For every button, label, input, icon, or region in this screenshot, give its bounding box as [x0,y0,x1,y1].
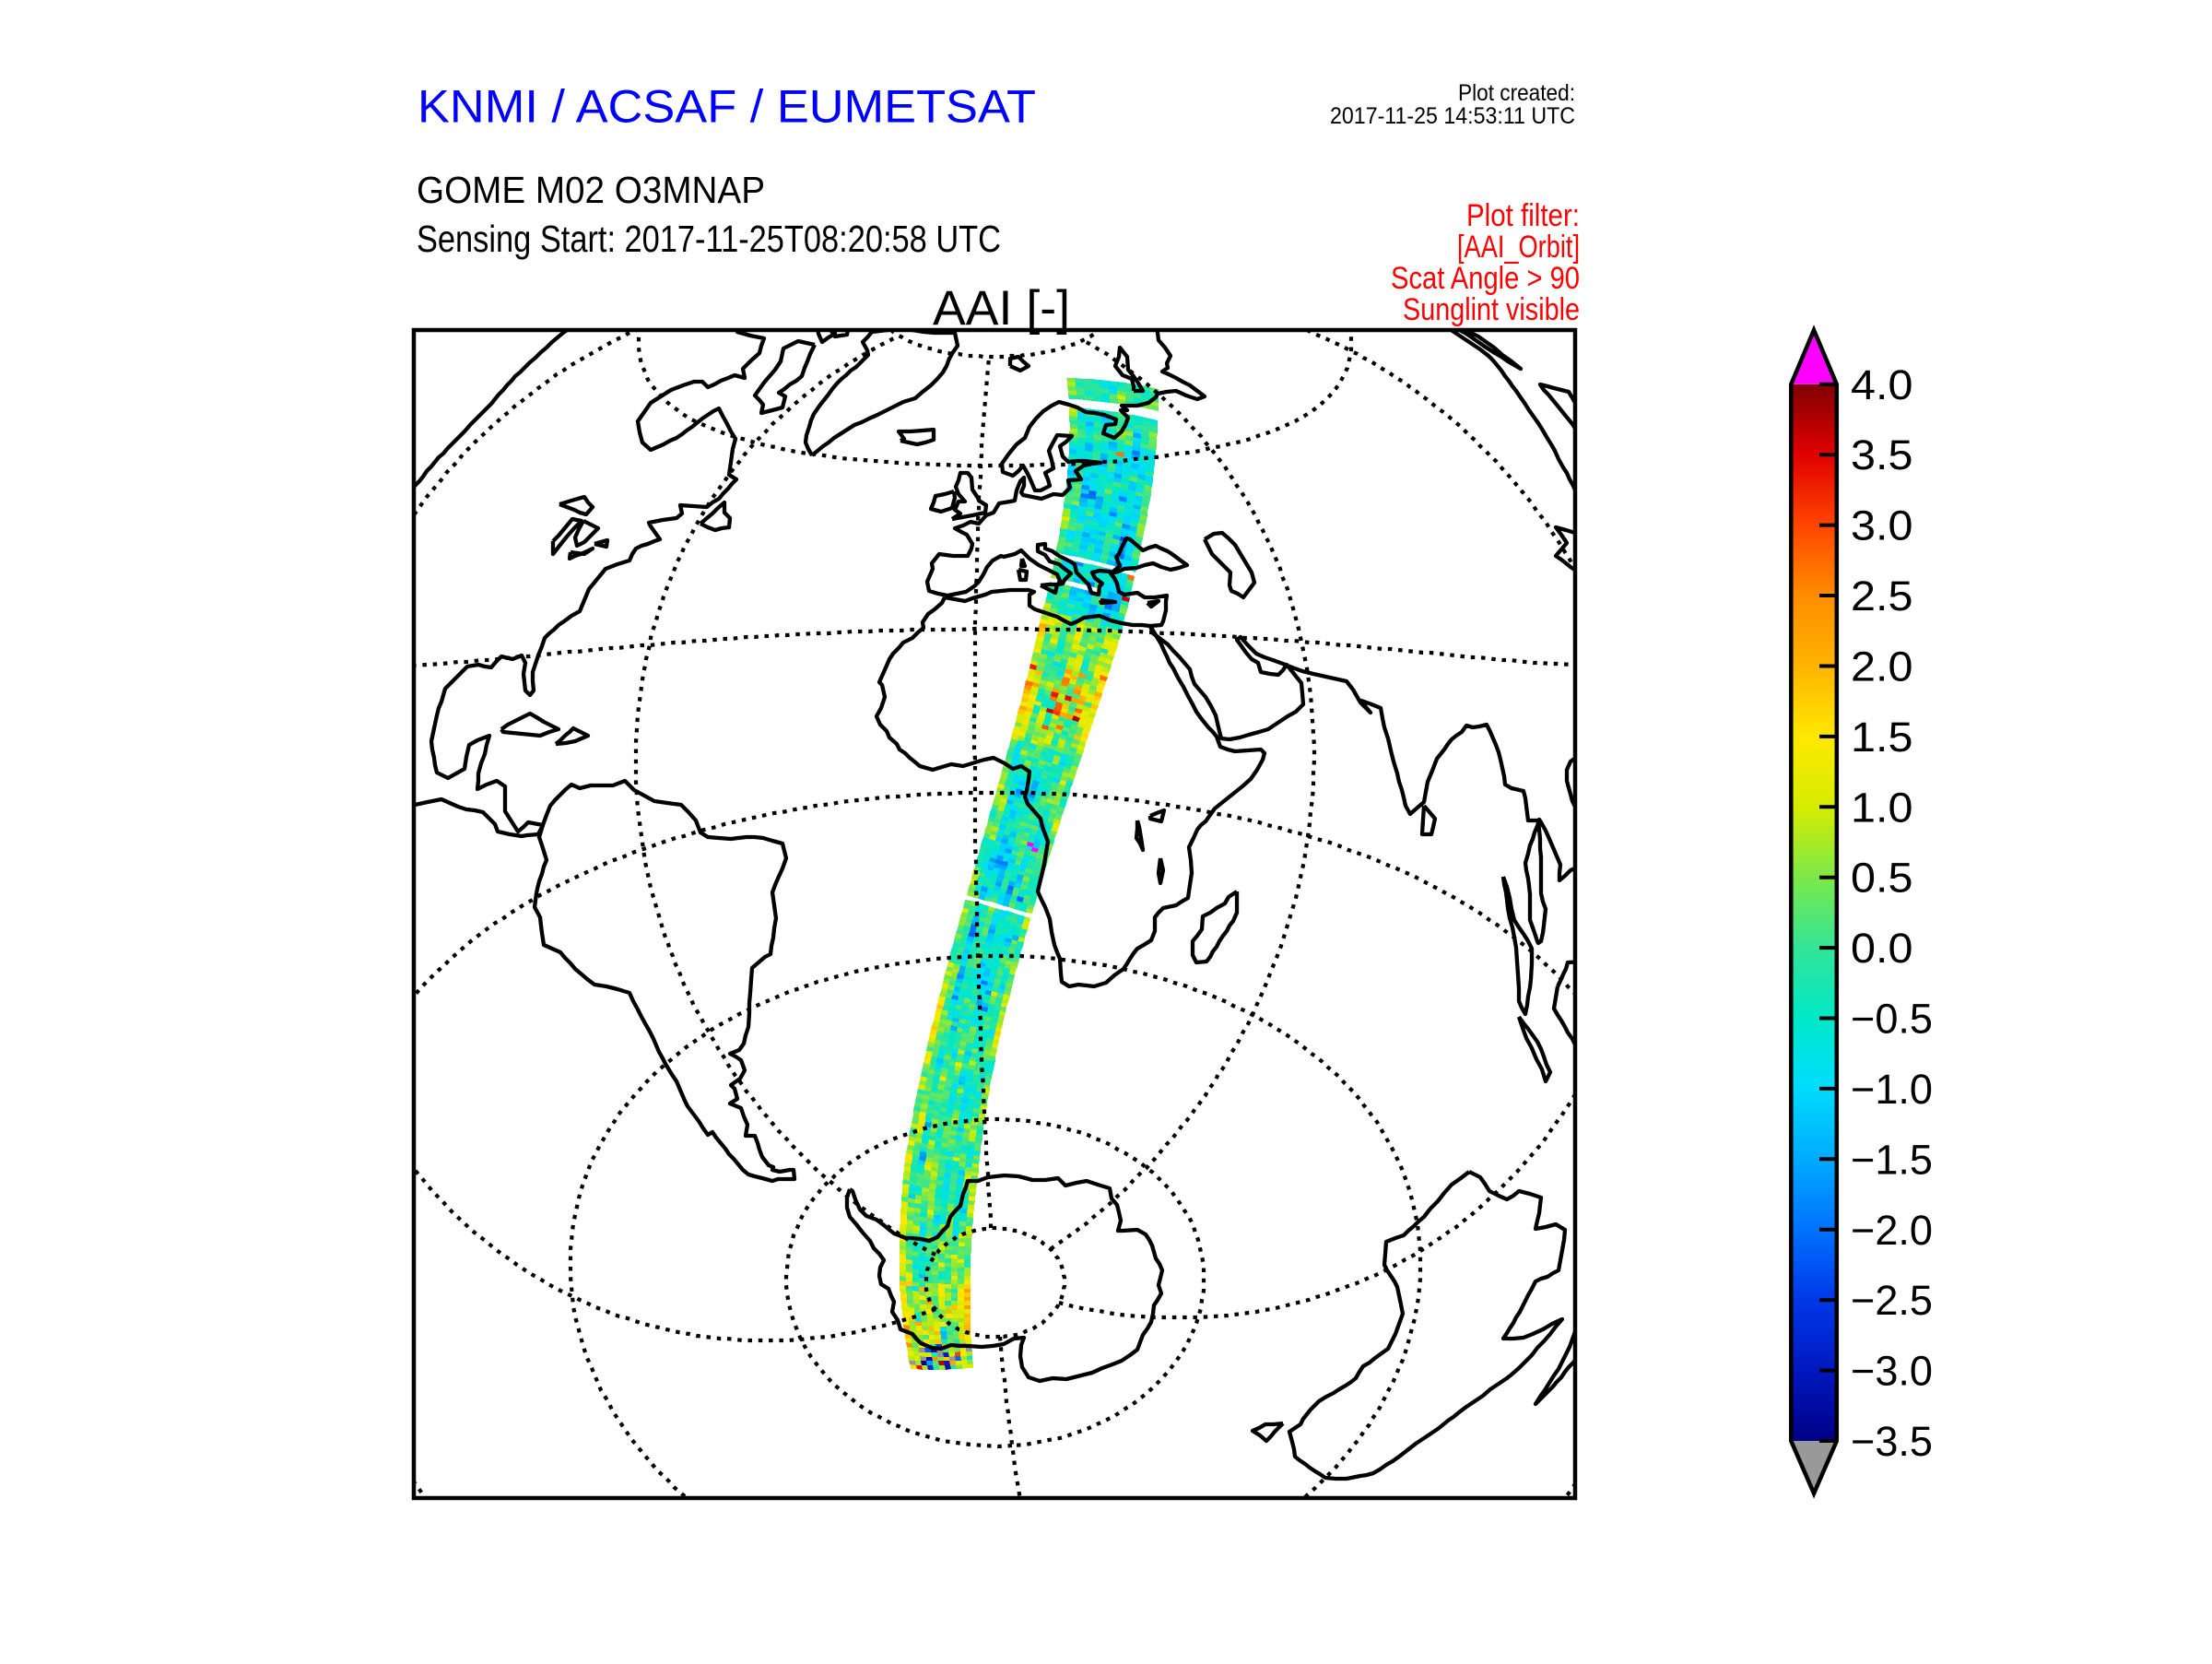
svg-text:KNMI / ACSAF / EUMETSAT: KNMI / ACSAF / EUMETSAT [418,81,1036,133]
svg-text:−0.5: −0.5 [1851,996,1933,1043]
svg-text:0.5: 0.5 [1851,855,1913,902]
svg-text:2017-11-25 14:53:11 UTC: 2017-11-25 14:53:11 UTC [1330,103,1575,129]
svg-text:1.5: 1.5 [1851,714,1913,761]
svg-text:AAI [-]: AAI [-] [933,281,1070,336]
svg-text:4.0: 4.0 [1851,361,1913,408]
svg-text:Plot filter:: Plot filter: [1466,198,1580,233]
svg-text:Scat Angle > 90: Scat Angle > 90 [1391,261,1580,296]
svg-text:−1.5: −1.5 [1851,1136,1933,1183]
svg-text:0.0: 0.0 [1851,925,1913,972]
svg-text:2.5: 2.5 [1851,572,1913,620]
svg-text:[AAI_Orbit]: [AAI_Orbit] [1457,230,1580,265]
svg-text:−2.5: −2.5 [1851,1277,1933,1324]
svg-text:−1.0: −1.0 [1851,1066,1933,1113]
svg-text:Sensing Start: 2017-11-25T08:2: Sensing Start: 2017-11-25T08:20:58 UTC [417,218,1001,260]
svg-text:−3.0: −3.0 [1851,1348,1933,1395]
svg-text:3.0: 3.0 [1851,502,1913,549]
svg-text:1.0: 1.0 [1851,784,1913,831]
svg-text:−2.0: −2.0 [1851,1207,1933,1254]
svg-text:Plot created:: Plot created: [1458,80,1575,106]
svg-text:3.5: 3.5 [1851,431,1913,478]
svg-text:2.0: 2.0 [1851,643,1913,690]
svg-text:GOME M02 O3MNAP: GOME M02 O3MNAP [417,169,765,211]
svg-text:−3.5: −3.5 [1851,1418,1933,1465]
svg-text:Sunglint visible: Sunglint visible [1403,292,1580,327]
